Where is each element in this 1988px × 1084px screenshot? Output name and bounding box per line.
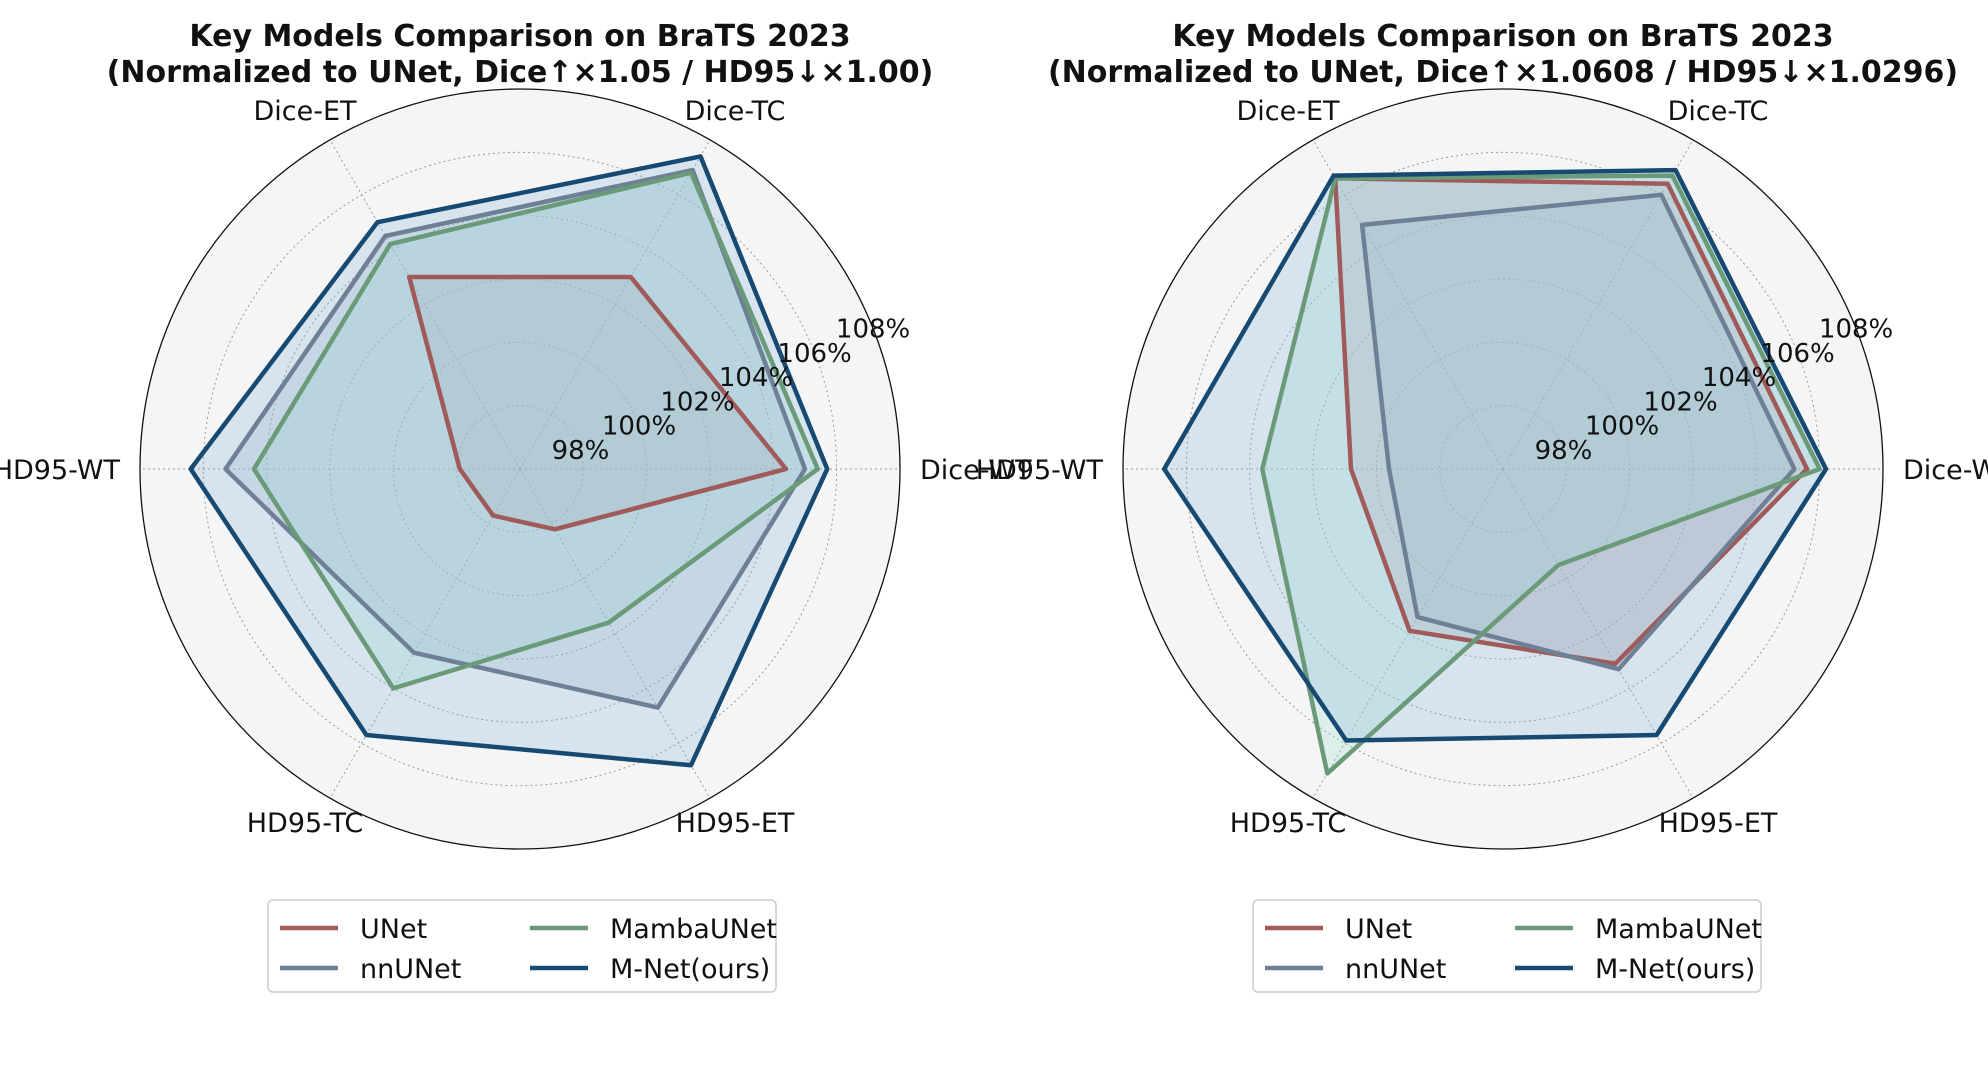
r-tick-label: 108% bbox=[1819, 315, 1893, 345]
chart-title-line-1: Key Models Comparison on BraTS 2023 bbox=[1172, 19, 1833, 54]
radar-chart-right: Key Models Comparison on BraTS 2023 (Nor… bbox=[976, 19, 1988, 993]
series-fill-mambaunet bbox=[1262, 175, 1820, 774]
axis-label-hd95-tc: HD95-TC bbox=[1230, 808, 1346, 839]
grid-spoke bbox=[1312, 139, 1504, 470]
series-fill-mambaunet bbox=[254, 172, 818, 689]
legend-label: MambaUNet bbox=[1595, 914, 1762, 945]
axis-label-hd95-et: HD95-ET bbox=[1659, 808, 1778, 839]
legend-label: nnUNet bbox=[360, 954, 461, 985]
grid-circle bbox=[456, 405, 584, 533]
series-line-mambaunet bbox=[251, 170, 820, 691]
grid-spoke bbox=[1502, 468, 1694, 799]
series-line-m-net-ours bbox=[1161, 167, 1829, 743]
chart-title-line-2: (Normalized to UNet, Dice↑×1.05 / HD95↓×… bbox=[107, 55, 934, 90]
axis-label-hd95-tc: HD95-TC bbox=[247, 808, 363, 839]
chart-title-line-1: Key Models Comparison on BraTS 2023 bbox=[189, 19, 850, 54]
r-tick-label: 98% bbox=[552, 436, 610, 466]
legend-label: UNet bbox=[360, 914, 427, 945]
axis-label-dice-wt: Dice-WT bbox=[1903, 455, 1988, 486]
axis-label-dice-wt: Dice-WT bbox=[920, 455, 1032, 486]
r-tick-label: 102% bbox=[1643, 387, 1717, 417]
legend: UNet nnUNet MambaUNet M-Net(ours) bbox=[1252, 899, 1762, 993]
legend-label: M-Net(ours) bbox=[610, 954, 770, 985]
outer-frame bbox=[1122, 88, 1884, 850]
legend-label: MambaUNet bbox=[610, 914, 777, 945]
r-tick-label: 106% bbox=[777, 339, 851, 369]
r-tick-label: 104% bbox=[1702, 363, 1776, 393]
r-tick-label: 108% bbox=[836, 315, 910, 345]
series-fill-nnunet bbox=[225, 170, 805, 708]
radar-chart-left: Key Models Comparison on BraTS 2023 (Nor… bbox=[0, 19, 1032, 993]
grid-spoke bbox=[329, 468, 521, 799]
series-fill-nnunet bbox=[1362, 194, 1795, 670]
series-line-mambaunet bbox=[1260, 173, 1822, 776]
grid-circle bbox=[266, 215, 774, 723]
legend-label: M-Net(ours) bbox=[1595, 954, 1755, 985]
series-fill-unet bbox=[1335, 178, 1807, 664]
grid-circle bbox=[1249, 215, 1757, 723]
chart-title-line-2: (Normalized to UNet, Dice↑×1.0608 / HD95… bbox=[1048, 55, 1958, 90]
grid-spoke bbox=[519, 468, 711, 799]
series-fill-m-net-ours bbox=[1164, 170, 1826, 741]
grid-spoke bbox=[1312, 468, 1504, 799]
series-line-m-net-ours bbox=[188, 154, 830, 768]
r-tick-label: 98% bbox=[1535, 436, 1593, 466]
axis-label-hd95-wt: HD95-WT bbox=[976, 455, 1104, 486]
axis-label-dice-et: Dice-ET bbox=[253, 96, 357, 127]
grid-circle bbox=[1185, 151, 1821, 787]
r-tick-label: 102% bbox=[660, 387, 734, 417]
axis-label-hd95-et: HD95-ET bbox=[676, 808, 795, 839]
axis-label-hd95-wt: HD95-WT bbox=[0, 455, 120, 486]
r-tick-label: 104% bbox=[719, 363, 793, 393]
legend: UNet nnUNet MambaUNet M-Net(ours) bbox=[267, 899, 777, 993]
series-line-nnunet bbox=[1359, 192, 1797, 672]
series-line-unet bbox=[1332, 176, 1810, 666]
grid-spoke bbox=[519, 139, 711, 470]
legend-box bbox=[267, 899, 777, 993]
axis-label-dice-et: Dice-ET bbox=[1236, 96, 1340, 127]
r-tick-label: 100% bbox=[1585, 412, 1659, 442]
grid-circle bbox=[1439, 405, 1567, 533]
r-tick-label: 106% bbox=[1760, 339, 1834, 369]
grid-spoke bbox=[329, 139, 521, 470]
series-line-nnunet bbox=[223, 167, 808, 710]
outer-frame bbox=[139, 88, 901, 850]
legend-label: nnUNet bbox=[1345, 954, 1446, 985]
axis-label-dice-tc: Dice-TC bbox=[1668, 96, 1769, 127]
series-line-unet bbox=[406, 274, 789, 532]
series-fill-unet bbox=[409, 277, 786, 530]
legend-label: UNet bbox=[1345, 914, 1412, 945]
r-tick-label: 100% bbox=[602, 412, 676, 442]
legend-box bbox=[1252, 899, 1762, 993]
axis-label-dice-tc: Dice-TC bbox=[685, 96, 786, 127]
